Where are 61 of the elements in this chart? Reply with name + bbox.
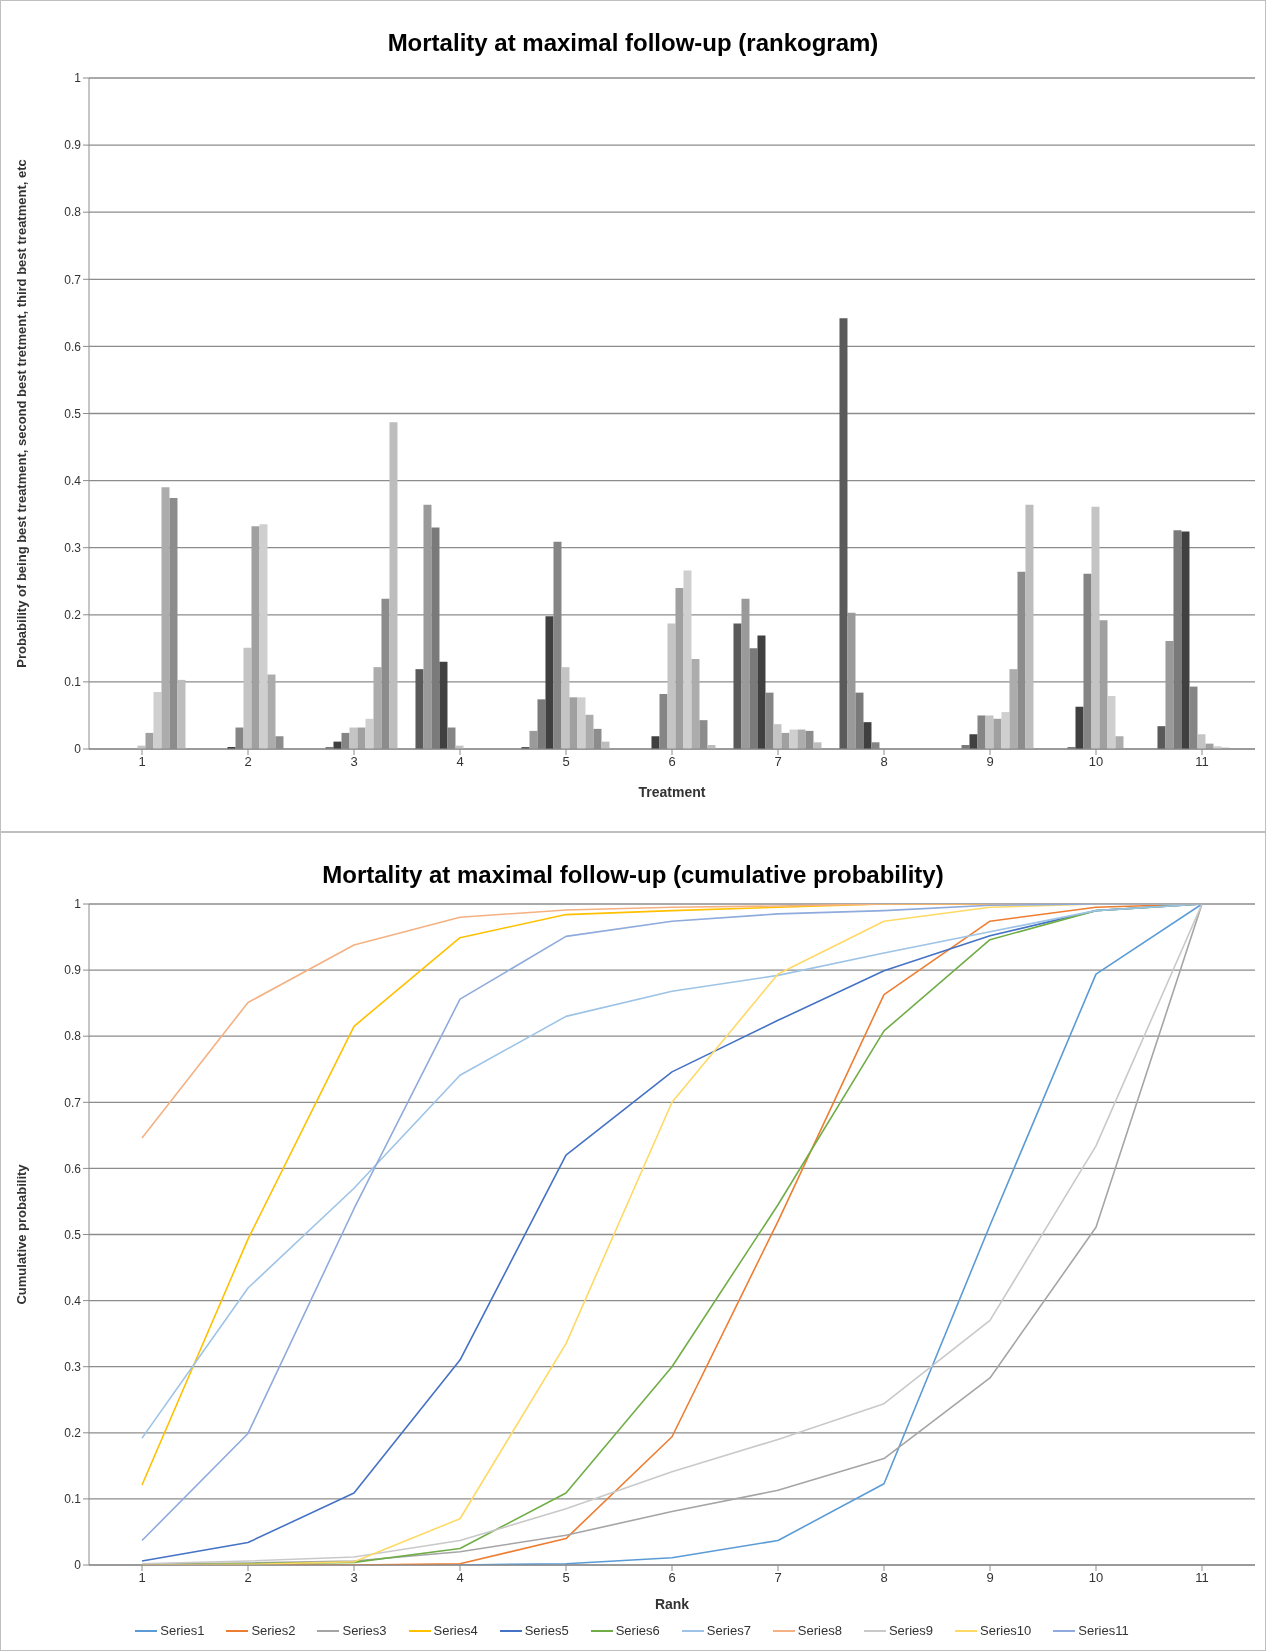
x-tick-label: 3 <box>350 1570 358 1586</box>
y-tick-label: 0.2 <box>64 1426 82 1441</box>
y-tick-label: 1 <box>74 897 82 912</box>
legend-label: Series1 <box>160 1623 205 1638</box>
y-tick-label: 0.5 <box>64 1227 82 1242</box>
x-tick-label: 4 <box>456 754 464 770</box>
legend-label: Series11 <box>1078 1623 1129 1638</box>
y-tick-label: 0 <box>74 1558 82 1573</box>
x-tick-label: 10 <box>1088 1570 1104 1586</box>
x-tick-label: 11 <box>1195 754 1209 770</box>
y-tick-label: 0.4 <box>64 1293 82 1308</box>
x-tick-label: 8 <box>880 754 888 770</box>
x-tick-label: 4 <box>456 1570 464 1586</box>
legend-label: Series4 <box>433 1623 478 1638</box>
y-tick-label: 0.9 <box>64 963 82 978</box>
y-tick-label: 0.1 <box>64 1492 82 1507</box>
chart-title: Mortality at maximal follow-up (rankogram) <box>386 28 880 58</box>
x-tick-label: 6 <box>668 754 676 770</box>
legend-label: Series2 <box>251 1623 296 1638</box>
x-tick-label: 3 <box>350 754 358 770</box>
legend-label: Series8 <box>797 1623 842 1638</box>
legend-label: Series7 <box>706 1623 751 1638</box>
x-tick-label: 8 <box>880 1570 888 1586</box>
y-tick-label: 0.6 <box>64 1161 82 1176</box>
y-tick-label: 0.6 <box>64 339 82 354</box>
y-tick-label: 0.3 <box>64 540 82 555</box>
legend-label: Series6 <box>615 1623 660 1638</box>
legend-label: Series9 <box>888 1623 934 1638</box>
x-tick-label: 11 <box>1195 1570 1209 1586</box>
y-tick-label: 0.4 <box>64 473 82 488</box>
y-tick-label: 0.7 <box>64 1095 82 1110</box>
legend-label: Series5 <box>524 1623 569 1638</box>
y-tick-label: 0.3 <box>64 1359 82 1374</box>
y-tick-label: 0 <box>74 742 82 757</box>
x-tick-label: 9 <box>986 754 994 770</box>
x-tick-label: 9 <box>986 1570 994 1586</box>
legend-label: Series3 <box>342 1623 387 1638</box>
y-tick-label: 0.5 <box>64 406 82 421</box>
x-axis-title: Rank <box>654 1596 690 1612</box>
x-tick-label: 5 <box>562 1570 570 1586</box>
chart-title: Mortality at maximal follow-up (cumulative probability) <box>321 860 945 890</box>
y-axis-title: Cumulative probability <box>13 1163 29 1305</box>
x-tick-label: 1 <box>138 1570 146 1586</box>
x-tick-label: 2 <box>244 754 252 770</box>
legend-label: Series10 <box>980 1623 1032 1638</box>
y-tick-label: 0.8 <box>64 205 82 220</box>
y-tick-label: 0.9 <box>64 138 82 153</box>
x-tick-label: 6 <box>668 1570 676 1586</box>
x-tick-label: 5 <box>562 754 570 770</box>
y-tick-label: 0.7 <box>64 272 82 287</box>
y-tick-label: 0.1 <box>64 675 82 690</box>
y-tick-label: 0.8 <box>64 1029 82 1044</box>
x-tick-label: 1 <box>138 754 146 770</box>
x-tick-label: 10 <box>1088 754 1104 770</box>
x-axis-title: Treatment <box>638 784 706 800</box>
x-tick-label: 7 <box>774 754 782 770</box>
x-tick-label: 7 <box>774 1570 782 1586</box>
y-tick-label: 0.2 <box>64 608 82 623</box>
y-tick-label: 1 <box>74 71 82 86</box>
x-tick-label: 2 <box>244 1570 252 1586</box>
y-axis-title: Probability of being best treatment, second best tretment, third best treatment, etc <box>13 159 29 668</box>
